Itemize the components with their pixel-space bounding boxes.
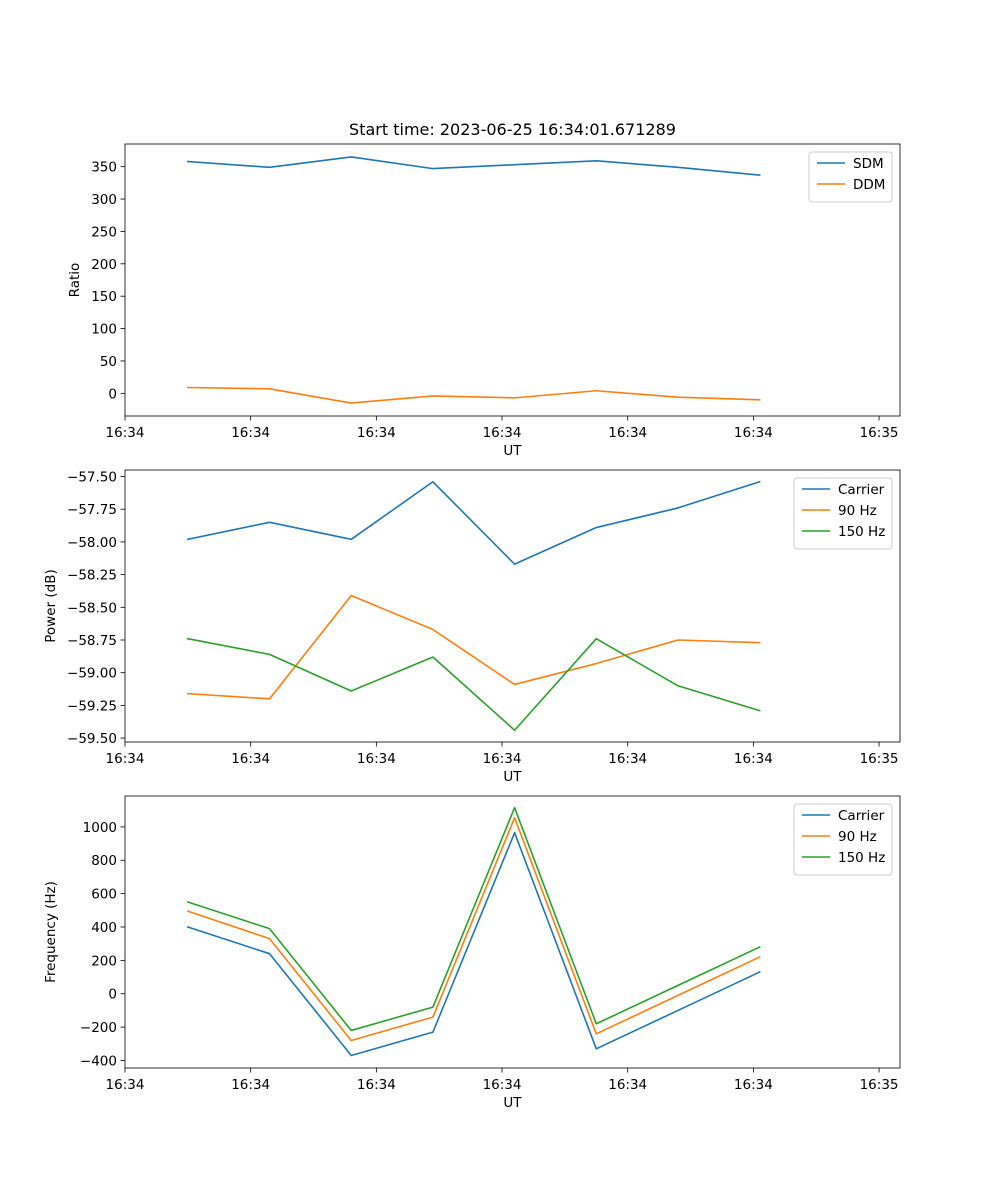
panel-1: 16:34 16:34 16:34 16:34 16:34 16:34 16:35 0 50 10…: [67, 143, 901, 459]
panel-3: 16:34 16:34 16:34 16:34 16:34 16:34 16:35 −400 −…: [43, 795, 901, 1111]
series-line-ddm: [187, 386, 761, 404]
series-line-carrier: [186, 831, 761, 1057]
y-axis-label: Ratio: [67, 263, 83, 298]
y-tick-label: 200: [91, 953, 117, 969]
chart-title: Start time: 2023-06-25 16:34:01.671289: [349, 120, 676, 139]
x-tick-label: 16:35: [860, 1077, 899, 1093]
series-line-150-hz: [186, 637, 761, 732]
legend-entry: 90 Hz: [838, 503, 877, 519]
legend: Carrier 90 Hz 150 Hz: [793, 803, 893, 876]
x-axis-label: UT: [503, 443, 522, 459]
legend: Carrier 90 Hz 150 Hz: [793, 477, 893, 550]
x-tick-label: 16:34: [231, 751, 270, 767]
y-tick-label: 300: [91, 192, 117, 208]
x-tick-label: 16:34: [608, 751, 647, 767]
legend-entry: Carrier: [838, 808, 885, 824]
legend-entry: DDM: [853, 177, 885, 193]
legend-entry: SDM: [853, 156, 884, 172]
y-tick-label: −57.75: [67, 502, 117, 518]
legend-entry: 150 Hz: [838, 850, 885, 866]
series-line-sdm: [186, 156, 761, 176]
y-tick-label: −59.25: [67, 698, 117, 714]
y-tick-label: 1000: [83, 820, 117, 836]
legend-entry: Carrier: [838, 482, 885, 498]
x-tick-label: 16:34: [734, 751, 773, 767]
x-tick-label: 16:35: [860, 751, 899, 767]
y-tick-label: 250: [91, 224, 117, 240]
series-line-150-hz: [186, 806, 761, 1032]
y-axis-label: Power (dB): [43, 569, 59, 642]
x-tick-label: 16:34: [106, 1077, 145, 1093]
axes-frame: [124, 469, 901, 743]
y-tick-label: 50: [100, 354, 117, 370]
y-tick-label: −400: [80, 1053, 117, 1069]
x-tick-label: 16:34: [734, 425, 773, 441]
series-line-90-hz: [186, 816, 761, 1042]
series-line-90-hz: [186, 594, 761, 700]
axes-frame: [124, 143, 901, 417]
y-tick-label: 800: [91, 853, 117, 869]
legend-entry: 150 Hz: [838, 524, 885, 540]
legend-box: [808, 151, 893, 203]
x-tick-label: 16:34: [483, 751, 522, 767]
x-tick-label: 16:35: [860, 425, 899, 441]
y-tick-label: 0: [108, 386, 117, 402]
y-tick-label: −58.00: [67, 535, 117, 551]
x-axis-label: UT: [503, 769, 522, 785]
y-tick-label: −59.50: [67, 731, 117, 747]
y-tick-label: 200: [91, 257, 117, 273]
y-tick-label: 600: [91, 887, 117, 903]
x-tick-label: 16:34: [231, 1077, 270, 1093]
x-tick-label: 16:34: [483, 425, 522, 441]
x-tick-label: 16:34: [357, 425, 396, 441]
x-axis-label: UT: [503, 1095, 522, 1111]
y-tick-label: −58.50: [67, 600, 117, 616]
legend: SDM DDM: [808, 151, 893, 203]
y-axis-label: Frequency (Hz): [43, 881, 59, 983]
y-tick-label: 400: [91, 920, 117, 936]
x-tick-label: 16:34: [357, 751, 396, 767]
y-tick-label: −57.50: [67, 470, 117, 486]
y-tick-label: 150: [91, 289, 117, 305]
y-tick-label: 100: [91, 322, 117, 338]
y-tick-label: 0: [108, 987, 117, 1003]
y-tick-label: −200: [80, 1020, 117, 1036]
x-tick-label: 16:34: [608, 425, 647, 441]
axes-frame: [124, 795, 901, 1069]
y-tick-label: −59.00: [67, 666, 117, 682]
x-tick-label: 16:34: [106, 425, 145, 441]
x-tick-label: 16:34: [734, 1077, 773, 1093]
panel-2: 16:34 16:34 16:34 16:34 16:34 16:34 16:35 −59.5…: [43, 469, 901, 785]
x-tick-label: 16:34: [231, 425, 270, 441]
y-tick-label: 350: [91, 160, 117, 176]
x-tick-label: 16:34: [357, 1077, 396, 1093]
x-tick-label: 16:34: [608, 1077, 647, 1093]
y-tick-label: −58.75: [67, 633, 117, 649]
y-tick-label: −58.25: [67, 568, 117, 584]
series-line-carrier: [186, 480, 761, 565]
legend-entry: 90 Hz: [838, 829, 877, 845]
x-tick-label: 16:34: [106, 751, 145, 767]
x-tick-label: 16:34: [483, 1077, 522, 1093]
